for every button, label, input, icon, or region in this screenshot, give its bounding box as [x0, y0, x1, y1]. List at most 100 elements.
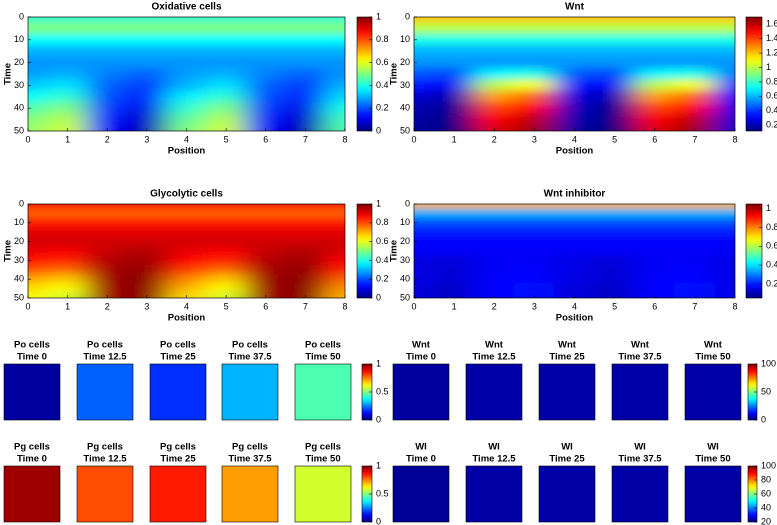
heatmap-cell: [433, 255, 475, 266]
y-tick-label: 0: [19, 198, 24, 208]
heatmap-cell: [47, 33, 88, 46]
heatmap-cell: [674, 17, 716, 24]
heatmap-cell: [86, 113, 128, 126]
heatmap-cell: [674, 217, 716, 228]
colorbar-tick-label: 0.6: [766, 241, 777, 251]
heatmap-cell: [324, 56, 345, 69]
heatmap-cells: [28, 17, 345, 131]
heatmap-cell: [205, 204, 247, 210]
heatmap-cell: [28, 56, 49, 69]
heatmap-cell: [714, 17, 735, 24]
heatmap-cell: [86, 245, 128, 257]
heatmap-cell: [594, 79, 636, 92]
x-tick-label: 6: [263, 134, 268, 144]
heatmap-cell: [324, 292, 345, 298]
panel-image: [465, 465, 523, 523]
heatmap-cell: [433, 67, 475, 81]
panel-image: [76, 465, 134, 523]
heatmap-cell: [126, 283, 168, 294]
heatmap-cell: [594, 204, 636, 210]
heatmap-cells: [414, 204, 735, 298]
heatmap-cell: [126, 227, 168, 238]
heatmap-cell: [594, 22, 636, 35]
colorbar-tick-label: 0.4: [766, 259, 777, 269]
heatmap-cell: [473, 22, 515, 35]
colorbar-tick-label: 0.4: [376, 255, 389, 265]
heatmap-cell: [473, 79, 515, 92]
heatmap: [28, 17, 345, 131]
heatmap-cell: [513, 204, 555, 210]
colorbar-tick-label: 80: [761, 474, 771, 484]
heatmap-cell: [245, 255, 287, 266]
heatmap-cell: [285, 79, 326, 92]
panel-subtitle: Time 0: [17, 454, 47, 465]
heatmap-cell: [166, 17, 207, 24]
heatmap-cell: [47, 217, 88, 228]
heatmap-cell: [285, 33, 326, 46]
x-tick-label: 5: [224, 301, 229, 311]
heatmap-cell: [594, 124, 636, 131]
heatmap-cell: [433, 208, 475, 219]
heatmap-cell: [205, 217, 247, 228]
heatmap-cell: [47, 255, 88, 266]
y-tick-label: 50: [400, 292, 410, 302]
heatmap-cell: [324, 124, 345, 131]
colorbar-tick-label: 1: [766, 203, 771, 213]
y-tick-label: 40: [400, 103, 410, 113]
heatmap-cell: [674, 22, 716, 35]
y-tick-label: 30: [400, 80, 410, 90]
heatmap-cell: [28, 283, 49, 294]
x-tick-label: 8: [732, 134, 737, 144]
heatmap-cell: [47, 245, 88, 257]
heatmap-cell: [47, 17, 88, 24]
colorbar-tick-label: 1.4: [766, 33, 777, 43]
heatmap-cell: [47, 208, 88, 219]
x-axis-label: Position: [556, 146, 594, 157]
heatmap-cell: [414, 217, 435, 228]
heatmap-cell: [513, 255, 555, 266]
heatmap-cell: [553, 67, 596, 81]
heatmap-cell: [433, 283, 475, 294]
panel-image: [294, 363, 352, 421]
heatmap-cell: [513, 124, 555, 131]
heatmap-cell: [126, 274, 168, 285]
heatmap-cell: [324, 283, 345, 294]
heatmap-cell: [205, 124, 247, 131]
y-tick-label: 40: [14, 274, 24, 284]
panel-subtitle: Time 25: [160, 454, 196, 465]
panel-image: [392, 363, 450, 421]
heatmap-cell: [634, 208, 676, 219]
heatmap-cell: [553, 113, 596, 126]
heatmap-cell: [433, 204, 475, 210]
panel-image: [392, 465, 450, 523]
heatmap-cell: [473, 102, 515, 115]
heatmap-cell: [634, 274, 676, 285]
y-tick-label: 0: [405, 198, 410, 208]
panel-title: Wnt: [485, 340, 504, 351]
heatmap-cell: [513, 264, 555, 275]
heatmap-cell: [245, 33, 287, 46]
heatmap-cell: [553, 79, 596, 92]
colorbar-tick-label: 0.4: [766, 105, 777, 115]
heatmap-cell: [166, 217, 207, 228]
heatmap-cell: [86, 217, 128, 228]
heatmap-cell: [245, 56, 287, 69]
colorbar: [356, 203, 373, 299]
heatmap-cell: [324, 79, 345, 92]
heatmap-cell: [473, 264, 515, 275]
heatmap-cells: [414, 17, 735, 131]
colorbar-tick-label: 1: [376, 358, 381, 368]
heatmap: [28, 204, 345, 298]
heatmap-cell: [513, 113, 555, 126]
x-tick-label: 7: [303, 301, 308, 311]
heatmap-cell: [513, 283, 555, 294]
heatmap-cell: [674, 90, 716, 103]
heatmap-cell: [674, 204, 716, 210]
panel-image: [684, 363, 742, 421]
heatmap-cell: [433, 245, 475, 257]
heatmap-cell: [126, 33, 168, 46]
heatmap-cell: [205, 236, 247, 247]
heatmap-cell: [553, 33, 596, 46]
heatmap-cell: [126, 124, 168, 131]
heatmap-cell: [126, 79, 168, 92]
